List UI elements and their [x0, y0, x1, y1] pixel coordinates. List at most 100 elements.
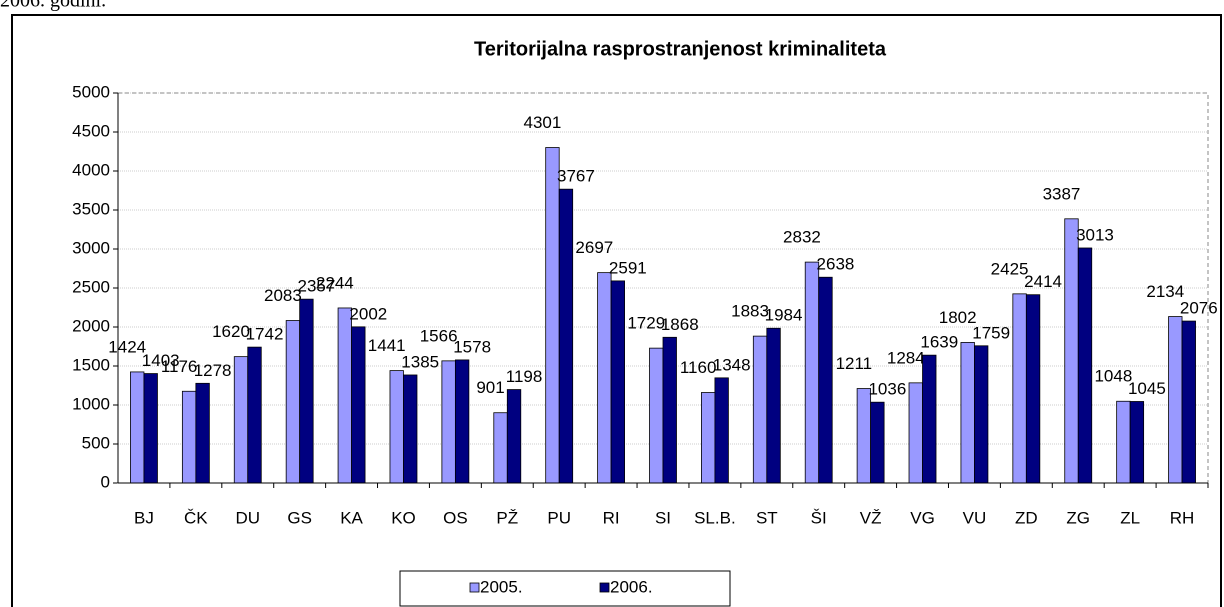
bar: [1181, 320, 1196, 484]
value-label: 2002: [349, 304, 387, 323]
value-label: 2357: [298, 277, 336, 296]
value-label: 1759: [972, 323, 1010, 342]
bar: [960, 342, 975, 484]
page-text: 2006. godini.: [0, 0, 106, 12]
bar: [752, 335, 768, 484]
bar: [454, 359, 470, 484]
bar: [181, 390, 197, 484]
bar: [1025, 294, 1041, 484]
x-tick-label: RI: [603, 508, 620, 527]
y-tick-label: 4500: [72, 121, 110, 140]
x-tick-label: OS: [443, 508, 468, 527]
bar: [285, 320, 301, 484]
x-tick-label: VG: [910, 508, 935, 527]
bar: [1012, 293, 1027, 484]
bar: [1168, 316, 1183, 484]
x-tick-label: GS: [287, 508, 312, 527]
value-label: 1868: [661, 315, 699, 334]
legend-label: 2005.: [480, 577, 523, 596]
value-label: 3013: [1076, 225, 1114, 244]
legend-label: 2006.: [610, 577, 653, 596]
y-tick-label: 1000: [72, 394, 110, 413]
y-tick-label: 4000: [72, 160, 110, 179]
bar: [506, 389, 522, 484]
value-label: 1048: [1094, 367, 1132, 386]
y-tick-label: 3500: [72, 199, 110, 218]
bar: [493, 412, 508, 484]
y-tick-label: 2000: [72, 316, 110, 335]
value-label: 1639: [920, 333, 958, 352]
value-label: 2697: [575, 238, 613, 257]
value-label: 1160: [680, 358, 717, 377]
value-label: 1424: [108, 337, 146, 356]
bar: [1077, 247, 1093, 484]
x-tick-label: ST: [756, 508, 778, 527]
value-label: 3767: [557, 167, 595, 186]
bar: [922, 354, 937, 484]
value-label: 1802: [939, 308, 977, 327]
y-tick-label: 3000: [72, 238, 110, 257]
value-label: 2244: [316, 273, 354, 292]
value-label: 901: [476, 378, 504, 397]
value-label: 3387: [1043, 184, 1081, 203]
x-tick-label: RH: [1170, 508, 1195, 527]
x-tick-label: KA: [340, 508, 363, 527]
bar: [804, 261, 820, 484]
bar: [610, 280, 625, 484]
value-label: 2414: [1024, 272, 1062, 291]
value-label: 2638: [817, 255, 855, 274]
value-label: 1566: [420, 326, 458, 345]
value-label: 1729: [627, 314, 665, 333]
bar: [403, 374, 418, 484]
x-tick-label: BJ: [134, 508, 154, 527]
bar: [766, 327, 781, 484]
x-tick-label: KO: [391, 508, 416, 527]
bar: [1116, 400, 1131, 484]
bar: [195, 382, 210, 484]
x-tick-label: ČK: [184, 508, 208, 527]
bar: [818, 276, 833, 484]
x-tick-label: PŽ: [496, 508, 518, 527]
bar: [389, 370, 404, 484]
legend-swatch: [469, 582, 480, 593]
x-tick-label: ŠI: [811, 508, 827, 527]
y-tick-label: 0: [101, 472, 110, 491]
x-tick-label: PU: [547, 508, 571, 527]
x-tick-label: ZG: [1066, 508, 1090, 527]
x-tick-label: ZL: [1120, 508, 1140, 527]
legend-swatch: [599, 582, 610, 593]
value-label: 1883: [731, 302, 769, 321]
value-label: 1045: [1128, 379, 1166, 398]
y-tick-label: 2500: [72, 277, 110, 296]
bar: [870, 401, 885, 484]
bar: [233, 356, 249, 484]
x-tick-label: ZD: [1015, 508, 1038, 527]
value-label: 2083: [264, 286, 302, 305]
bar: [1064, 218, 1079, 484]
value-label: 1984: [765, 306, 803, 325]
bar: [299, 298, 314, 484]
x-tick-label: VU: [963, 508, 987, 527]
value-label: 2134: [1146, 282, 1184, 301]
y-tick-label: 1500: [72, 355, 110, 374]
bar: [597, 272, 612, 484]
value-label: 2591: [609, 258, 647, 277]
bar: [701, 392, 716, 484]
bar: [662, 336, 677, 484]
bar: [143, 373, 158, 484]
chart-title: Teritorijalna rasprostranjenost kriminal…: [474, 38, 887, 60]
bar: [714, 377, 729, 484]
value-label: 1578: [453, 337, 491, 356]
value-label: 2076: [1180, 299, 1218, 318]
value-label: 1211: [836, 354, 873, 373]
legend-box: [399, 570, 731, 607]
bar: [856, 388, 872, 484]
x-tick-label: SL.B.: [694, 508, 736, 527]
value-label: 1441: [368, 336, 406, 355]
x-tick-label: VŽ: [860, 508, 882, 527]
value-label: 1176: [161, 357, 198, 376]
x-tick-label: DU: [235, 508, 260, 527]
value-label: 1278: [194, 361, 232, 380]
bar: [974, 345, 989, 484]
